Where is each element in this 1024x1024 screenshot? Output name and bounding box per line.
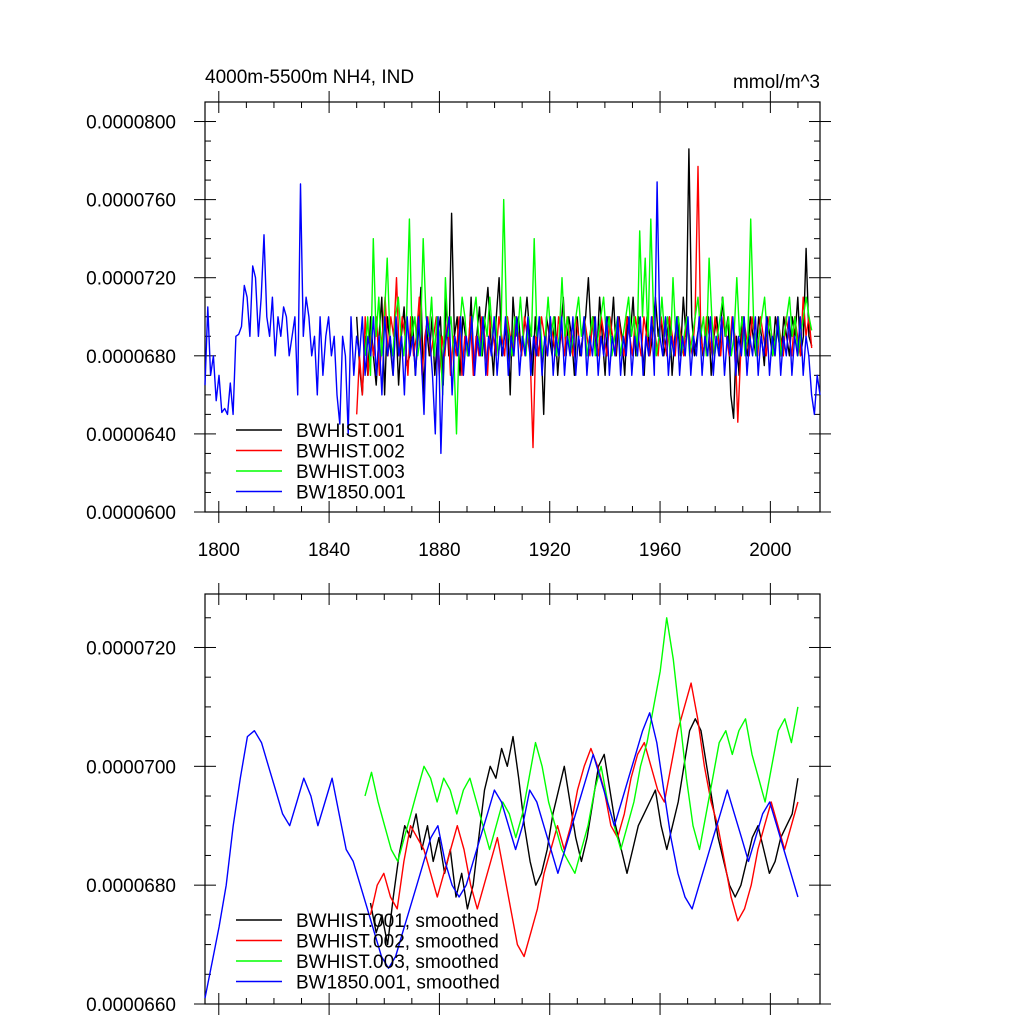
top-panel: 4000m-5500m NH4, IND mmol/m^3 1800 1840 18… <box>86 67 831 561</box>
legend-label: BW1850.001 <box>296 483 406 504</box>
y-tick-label: 0.0000680 <box>86 347 176 368</box>
series-line-4 <box>204 181 821 455</box>
y-tick-label: 0.0000720 <box>86 638 176 659</box>
plot-frame <box>204 101 821 513</box>
y-tick-label: 0.0000720 <box>86 269 176 290</box>
units-label: mmol/m^3 <box>733 72 820 93</box>
plot-frame <box>204 593 821 1005</box>
y-tick-label: 0.0000700 <box>86 757 176 778</box>
y-tick-label: 0.0000600 <box>86 503 176 524</box>
legend-label: BWHIST.003, smoothed <box>296 952 499 973</box>
x-tick-label: 1880 <box>418 540 460 561</box>
series-line-2 <box>369 682 799 958</box>
y-tick-label: 0.0000660 <box>86 995 176 1016</box>
bottom-plot-area: 0.0000660 0.0000680 0.0000700 0.0000720 BWHI… <box>86 583 831 1016</box>
top-plot-area: 1800 1840 1880 1920 1960 2000 0.0000600 0.00006… <box>86 91 831 561</box>
legend-label: BW1850.001, smoothed <box>296 973 500 994</box>
x-tick-label: 1800 <box>198 540 240 561</box>
y-tick-label: 0.0000640 <box>86 425 176 446</box>
legend-label: BWHIST.002 <box>296 442 405 463</box>
x-tick-label: 1920 <box>529 540 571 561</box>
series-line-3 <box>364 617 799 874</box>
legend-label: BWHIST.001, smoothed <box>296 911 499 932</box>
chart-title: 4000m-5500m NH4, IND <box>205 67 414 88</box>
bottom-panel: 0.0000660 0.0000680 0.0000700 0.0000720 BWHI… <box>86 583 831 1016</box>
series-line-4 <box>204 712 799 999</box>
x-tick-label: 1960 <box>639 540 681 561</box>
x-tick-label: 1840 <box>308 540 350 561</box>
legend-label: BWHIST.002, smoothed <box>296 932 499 953</box>
x-tick-label: 2000 <box>749 540 791 561</box>
legend-label: BWHIST.003 <box>296 462 405 483</box>
y-tick-label: 0.0000800 <box>86 113 176 134</box>
y-tick-label: 0.0000760 <box>86 191 176 212</box>
legend-label: BWHIST.001 <box>296 421 405 442</box>
y-tick-label: 0.0000680 <box>86 876 176 897</box>
